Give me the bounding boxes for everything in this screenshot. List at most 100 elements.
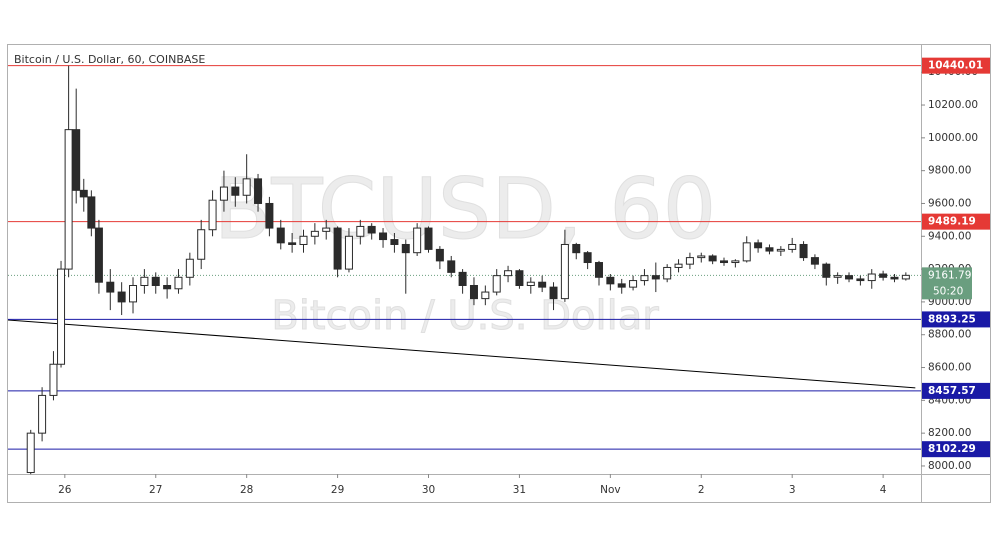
candle-body — [833, 275, 842, 278]
level-label: 8893.25 — [928, 313, 976, 325]
candle-body — [765, 247, 774, 252]
candle-body — [549, 286, 558, 300]
candle-body — [504, 270, 513, 277]
x-tick-label: 3 — [789, 484, 796, 496]
candle-body — [26, 432, 35, 474]
candle-body — [276, 227, 285, 244]
candle-body — [57, 268, 66, 365]
candle-body — [140, 276, 149, 286]
level-label: 8457.57 — [928, 385, 976, 397]
candle-body — [708, 255, 717, 262]
candle-body — [901, 274, 910, 280]
candle-body — [583, 252, 592, 264]
candle-body — [447, 260, 456, 273]
x-tick-label: 4 — [880, 484, 887, 496]
candle-body — [651, 275, 660, 280]
candle-body — [231, 186, 240, 196]
candle-body — [458, 271, 467, 286]
candle-body — [810, 257, 819, 265]
y-tick-label: 8200.00 — [928, 427, 971, 439]
candle-body — [538, 281, 547, 288]
candle-body — [720, 260, 729, 264]
candle-body — [356, 225, 365, 237]
x-tick-label: 26 — [58, 484, 72, 496]
candle-body — [845, 275, 854, 280]
candle-body — [879, 273, 888, 278]
candle-body — [856, 278, 865, 282]
candle-body — [890, 276, 899, 280]
candle-body — [163, 284, 172, 290]
y-tick-label: 8000.00 — [928, 460, 971, 472]
candle-body — [344, 235, 353, 270]
candle-body — [435, 248, 444, 262]
candle-body — [94, 227, 103, 283]
level-label: 8102.29 — [928, 443, 976, 455]
chart-title: Bitcoin / U.S. Dollar, 60, COINBASE — [14, 53, 205, 66]
candle-body — [594, 262, 603, 278]
candle-body — [242, 178, 251, 196]
candle-body — [697, 255, 706, 259]
level-label: 9489.19 — [928, 216, 976, 228]
candle-body — [799, 243, 808, 259]
candle-body — [174, 276, 183, 290]
candle-body — [572, 243, 581, 254]
level-label-box — [922, 57, 990, 74]
candle-body — [492, 275, 501, 293]
candle-body — [117, 291, 126, 303]
candle-body — [663, 266, 672, 280]
candle-body — [742, 242, 751, 262]
candle-body — [299, 235, 308, 245]
candle-body — [64, 129, 73, 270]
candle-body — [674, 263, 683, 268]
candle-body — [379, 232, 388, 241]
watermark-subtitle: Bitcoin / U.S. Dollar — [271, 293, 659, 339]
candle-body — [322, 227, 331, 232]
candle-body — [265, 202, 274, 229]
level-label-box — [922, 213, 990, 230]
last-price-box — [922, 267, 972, 300]
candle-body — [185, 258, 194, 278]
candle-body — [640, 275, 649, 282]
candle-body — [754, 242, 763, 249]
x-tick-label: 30 — [422, 484, 435, 496]
candle-body — [413, 227, 422, 254]
candle-body — [38, 394, 47, 434]
candle-body — [254, 178, 263, 204]
candle-body — [731, 260, 740, 264]
y-tick-label: 9600.00 — [928, 197, 971, 209]
x-tick-label: 28 — [240, 484, 253, 496]
candle-body — [106, 281, 115, 293]
candle-body — [87, 196, 96, 229]
candle-body — [629, 280, 638, 288]
level-label-box — [922, 441, 990, 458]
candle-body — [197, 229, 206, 260]
candle-body — [469, 284, 478, 300]
candle-body — [333, 227, 342, 270]
candle-body — [129, 284, 138, 303]
candle-body — [72, 129, 81, 191]
candle-body — [79, 189, 88, 198]
level-label-box — [922, 311, 990, 328]
candle-body — [617, 283, 626, 288]
candle-body — [560, 243, 569, 300]
x-tick-label: 31 — [513, 484, 526, 496]
y-tick-label: 8800.00 — [928, 329, 971, 341]
candle-body — [49, 363, 58, 396]
candle-body — [390, 239, 399, 245]
candle-body — [526, 281, 535, 286]
candle-body — [788, 243, 797, 250]
candle-body — [424, 227, 433, 250]
candle-body — [481, 291, 490, 300]
candle-body — [208, 199, 217, 231]
candle-body — [288, 242, 297, 245]
trendline — [7, 319, 916, 389]
candle-body — [776, 248, 785, 252]
countdown-label: 50:20 — [933, 285, 963, 297]
candle-body — [515, 270, 524, 286]
level-label: 10440.01 — [928, 60, 983, 72]
candle-body — [822, 263, 831, 278]
candle-body — [867, 273, 876, 282]
watermark: BTCUSD, 60 — [214, 160, 716, 258]
y-tick-label: 9800.00 — [928, 165, 971, 177]
